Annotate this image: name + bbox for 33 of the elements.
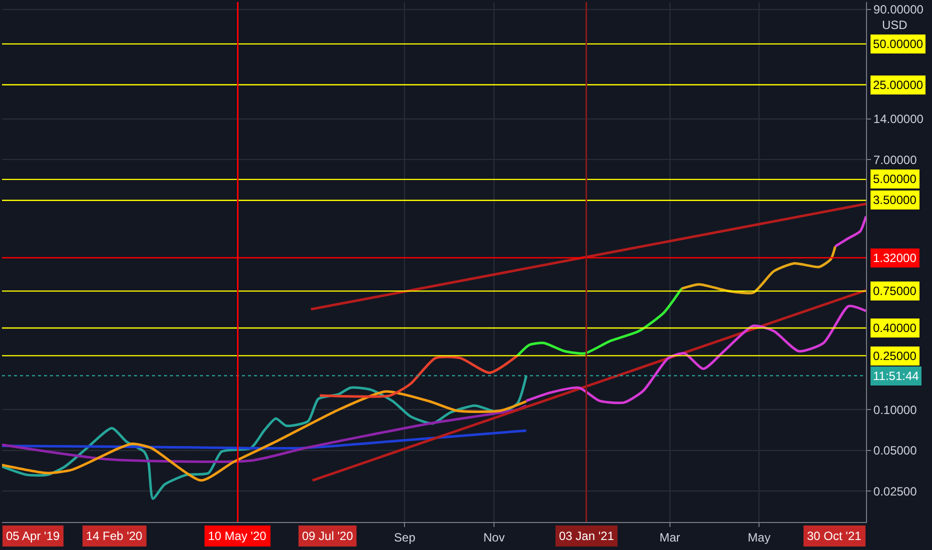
- ref-line-label: 25.00000: [873, 78, 924, 92]
- y-tick-label: 0.02500: [873, 484, 918, 498]
- ref-line-label: 0.40000: [873, 321, 917, 335]
- ref-line-label: 0.75000: [873, 284, 917, 298]
- y-tick-label: 0.10000: [873, 402, 918, 417]
- ref-line-label: 5.00000: [873, 172, 917, 186]
- ref-line-label: 0.25000: [873, 349, 917, 363]
- y-tick-label: 0.05000: [873, 444, 918, 458]
- ref-line-label: 03 Jan '21: [559, 529, 614, 543]
- y-tick-label: 90.00000: [873, 2, 924, 17]
- ref-line-label: 50.00000: [873, 37, 924, 51]
- y-tick-label: 14.00000: [873, 112, 924, 126]
- ref-line-label: 3.50000: [873, 193, 917, 207]
- line-series: [834, 215, 866, 248]
- x-tick-label: Nov: [483, 530, 505, 544]
- text: 05 Apr '19: [6, 529, 60, 543]
- text: 11:51:44: [873, 369, 920, 383]
- text: USD: [882, 18, 908, 32]
- x-tick-label: May: [748, 530, 770, 544]
- x-tick-label: Mar: [659, 530, 680, 544]
- line-series: [525, 304, 866, 404]
- ref-line-label: 1.32000: [873, 251, 917, 265]
- line-series: [318, 354, 519, 398]
- x-tick-label: Sep: [394, 530, 416, 544]
- text: 09 Jul '20: [302, 529, 354, 543]
- text: 30 Oct '21: [807, 529, 862, 543]
- ref-line-label: 10 May '20: [208, 529, 267, 543]
- y-tick-label: 7.00000: [873, 152, 918, 167]
- line-series: [680, 245, 836, 294]
- line-series: [2, 390, 528, 482]
- line-series: [2, 404, 528, 463]
- text: 14 Feb '20: [86, 529, 143, 543]
- line-series: [516, 287, 683, 357]
